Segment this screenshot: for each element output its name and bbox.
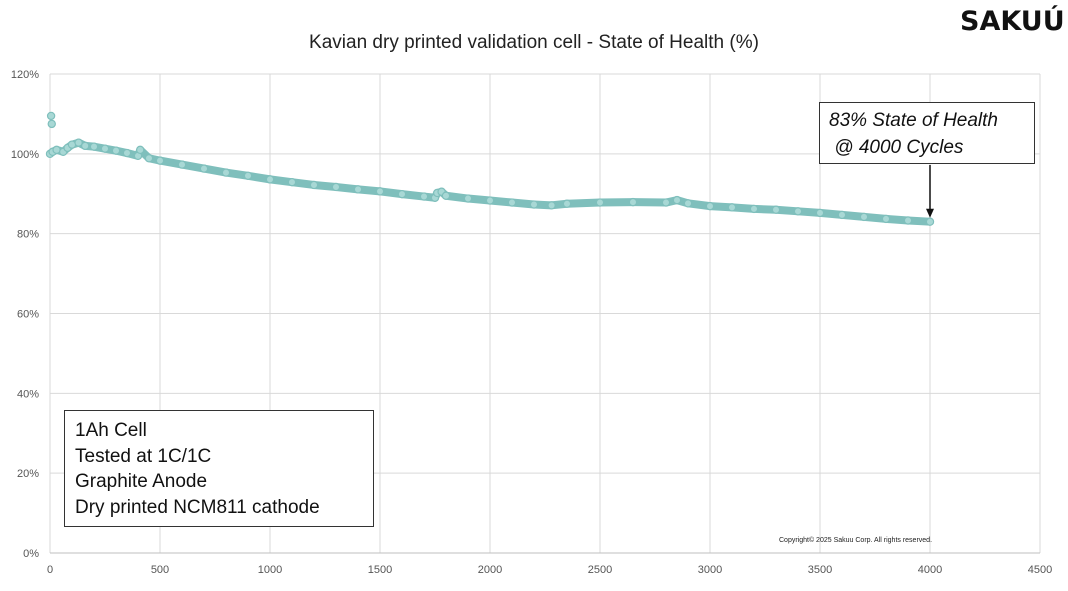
data-point	[47, 119, 56, 129]
data-point	[529, 200, 539, 209]
data-point	[903, 216, 913, 225]
data-point	[661, 198, 671, 207]
x-tick-label: 0	[47, 564, 53, 576]
data-point	[485, 196, 495, 205]
x-tick-label: 3000	[698, 564, 722, 576]
data-point	[375, 187, 385, 196]
data-point	[441, 191, 451, 200]
data-point	[727, 203, 737, 212]
data-point	[507, 198, 517, 207]
data-point	[595, 198, 605, 207]
y-tick-label: 0%	[23, 548, 39, 560]
x-tick-label: 1000	[258, 564, 282, 576]
x-tick-label: 1500	[368, 564, 392, 576]
x-tick-label: 500	[151, 564, 169, 576]
data-point	[881, 214, 891, 224]
data-point	[463, 194, 473, 203]
x-tick-label: 4500	[1028, 564, 1052, 576]
data-point	[122, 148, 132, 158]
data-point	[397, 189, 407, 199]
data-point	[749, 204, 759, 214]
y-tick-label: 80%	[17, 229, 39, 241]
y-tick-label: 60%	[17, 309, 39, 321]
data-point	[135, 145, 145, 155]
data-point	[309, 180, 319, 190]
data-point	[419, 192, 429, 201]
data-point	[683, 199, 693, 208]
data-point	[628, 197, 638, 207]
data-point	[89, 142, 99, 151]
data-point	[74, 138, 83, 147]
chart-title: Kavian dry printed validation cell - Sta…	[309, 32, 759, 53]
data-point	[562, 199, 572, 208]
data-point	[177, 160, 187, 169]
data-point	[144, 154, 154, 163]
data-point	[265, 175, 275, 184]
data-point	[793, 207, 803, 216]
y-tick-label: 120%	[11, 69, 39, 81]
data-point	[705, 201, 715, 211]
soh-callout: 83% State of Health @ 4000 Cycles	[819, 102, 1035, 164]
data-point	[815, 208, 825, 218]
data-point	[547, 201, 556, 210]
callout-line: @ 4000 Cycles	[829, 137, 964, 158]
x-tick-label: 3500	[808, 564, 832, 576]
data-point	[80, 141, 90, 151]
sakuu-logo: SAKUÚ	[960, 6, 1065, 37]
data-point	[46, 111, 56, 121]
spec-line: Graphite Anode	[75, 471, 208, 492]
cell-spec-box: 1Ah Cell Tested at 1C/1C Graphite Anode …	[64, 410, 374, 527]
y-tick-label: 40%	[17, 388, 39, 400]
copyright-notice: Copyright© 2025 Sakuu Corp. All rights r…	[779, 537, 933, 544]
callout-line: 83% State of Health	[829, 110, 998, 131]
data-point	[353, 185, 363, 194]
callout-arrow-head	[926, 208, 934, 218]
data-point	[859, 212, 869, 222]
y-tick-label: 100%	[11, 149, 39, 161]
data-point	[837, 210, 847, 220]
data-point	[925, 217, 935, 226]
spec-line: 1Ah Cell	[75, 420, 147, 441]
x-tick-label: 4000	[918, 564, 942, 576]
data-point	[771, 205, 781, 214]
data-point	[221, 168, 231, 177]
data-point	[672, 195, 682, 205]
data-point	[243, 171, 253, 180]
data-point	[111, 146, 121, 155]
data-point	[100, 144, 110, 153]
y-tick-label: 20%	[17, 468, 39, 480]
data-point	[287, 177, 297, 187]
spec-line: Dry printed NCM811 cathode	[75, 496, 320, 518]
data-point	[155, 156, 165, 165]
spec-line: Tested at 1C/1C	[75, 445, 212, 467]
x-tick-label: 2000	[478, 564, 502, 576]
data-point	[331, 182, 341, 192]
data-point	[199, 164, 209, 173]
x-tick-label: 2500	[588, 564, 612, 576]
